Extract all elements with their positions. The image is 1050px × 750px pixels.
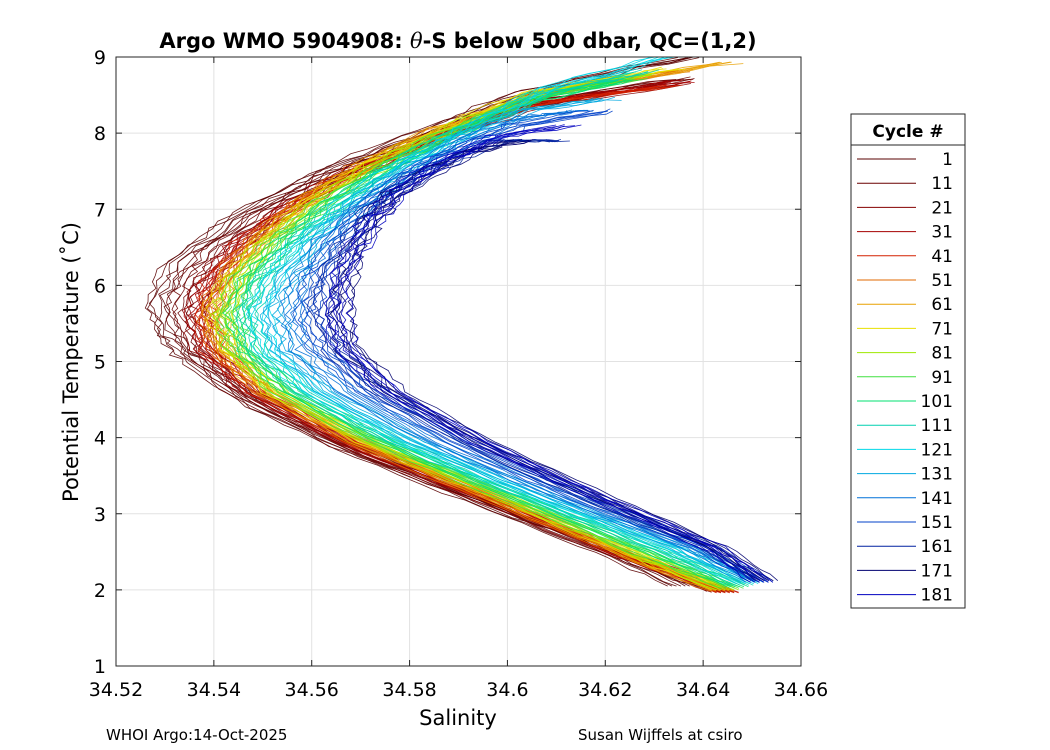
legend-title: Cycle # (872, 122, 943, 142)
legend-label-91: 91 (931, 368, 953, 388)
y-tick-label-4: 5 (94, 352, 106, 374)
x-tick-label-3: 34.58 (382, 679, 436, 701)
series-group (144, 57, 779, 594)
x-tick-label-6: 34.64 (676, 679, 730, 701)
legend-label-101: 101 (921, 392, 953, 412)
legend-label-121: 121 (921, 440, 953, 460)
legend-label-131: 131 (921, 465, 953, 485)
x-tick-label-1: 34.54 (187, 679, 241, 701)
y-tick-label-2: 3 (94, 504, 106, 526)
chart-title-suffix: -S below 500 dbar, QC=(1,2) (423, 29, 757, 53)
series-1-profile-2 (148, 57, 692, 587)
footer-credit-left: WHOI Argo:14-Oct-2025 (106, 726, 288, 744)
x-axis-label: Salinity (419, 706, 497, 730)
legend-label-41: 41 (931, 247, 953, 267)
series-1-profile-0 (144, 57, 678, 587)
series-141-profile-1 (284, 109, 751, 583)
series-151-profile-0 (292, 110, 751, 583)
series-91-profile-0 (216, 77, 722, 589)
chart-title-prefix: Argo WMO 5904908: (159, 29, 410, 53)
series-51-profile-0 (196, 70, 712, 592)
series-151-profile-2 (303, 110, 760, 583)
y-tick-label-7: 8 (94, 123, 106, 145)
series-101-profile-1 (231, 80, 731, 588)
chart-title: Argo WMO 5904908: θ-S below 500 dbar, QC… (159, 29, 756, 53)
legend-label-161: 161 (921, 537, 953, 557)
series-91-profile-1 (220, 78, 727, 589)
legend-label-141: 141 (921, 489, 953, 509)
series-111-profile-1 (238, 68, 736, 586)
series-181-profile-2 (330, 124, 760, 583)
legend-label-61: 61 (931, 295, 953, 315)
legend-label-111: 111 (921, 416, 953, 436)
legend-label-181: 181 (921, 586, 953, 606)
legend-label-71: 71 (931, 319, 953, 339)
legend-label-81: 81 (931, 344, 953, 364)
legend-items: 1112131415161718191101111121131141151161… (857, 150, 953, 606)
series-131-profile-2 (268, 98, 751, 583)
series-171-profile-5 (349, 140, 779, 582)
y-tick-label-1: 2 (94, 580, 106, 602)
series-181-profile-3 (334, 125, 765, 583)
legend-box (850, 113, 966, 609)
y-tick-label-5: 6 (94, 275, 106, 297)
series-131-profile-0 (259, 97, 742, 583)
x-tick-label-7: 34.66 (774, 679, 828, 701)
x-tick-label-5: 34.62 (578, 679, 632, 701)
series-61-profile-2 (210, 62, 722, 591)
legend: Cycle # 11121314151617181911011111211311… (850, 113, 966, 609)
legend-label-31: 31 (931, 223, 953, 243)
x-tick-label-0: 34.52 (89, 679, 143, 701)
x-tick-label-2: 34.56 (285, 679, 339, 701)
x-tick-label-4: 34.6 (486, 679, 528, 701)
series-111-profile-0 (235, 71, 732, 586)
footer-credit-right: Susan Wijffels at csiro (578, 726, 743, 744)
y-tick-label-3: 4 (94, 428, 106, 450)
y-tick-label-6: 7 (94, 199, 106, 221)
legend-label-1: 1 (942, 150, 953, 170)
series-81-profile-2 (217, 74, 726, 591)
chart-title-theta: θ (410, 29, 423, 53)
series-131-profile-1 (262, 97, 746, 583)
legend-label-171: 171 (921, 561, 953, 581)
y-axis-label: Potential Temperature (˚C) (59, 222, 83, 502)
legend-label-51: 51 (931, 271, 953, 291)
series-1-profile-1 (146, 57, 687, 587)
legend-label-11: 11 (931, 174, 953, 194)
legend-label-151: 151 (921, 513, 953, 533)
y-tick-label-0: 1 (94, 656, 106, 678)
series-151-profile-5 (317, 110, 774, 583)
series-181-profile-0 (323, 124, 751, 583)
series-51-profile-2 (204, 69, 721, 592)
plot-area: 34.52 34.54 34.56 34.58 34.6 34.62 34.64 34.66 1… (89, 47, 828, 701)
series-181-profile-5 (345, 124, 774, 583)
legend-label-21: 21 (931, 198, 953, 218)
y-tick-label-8: 9 (94, 47, 106, 69)
